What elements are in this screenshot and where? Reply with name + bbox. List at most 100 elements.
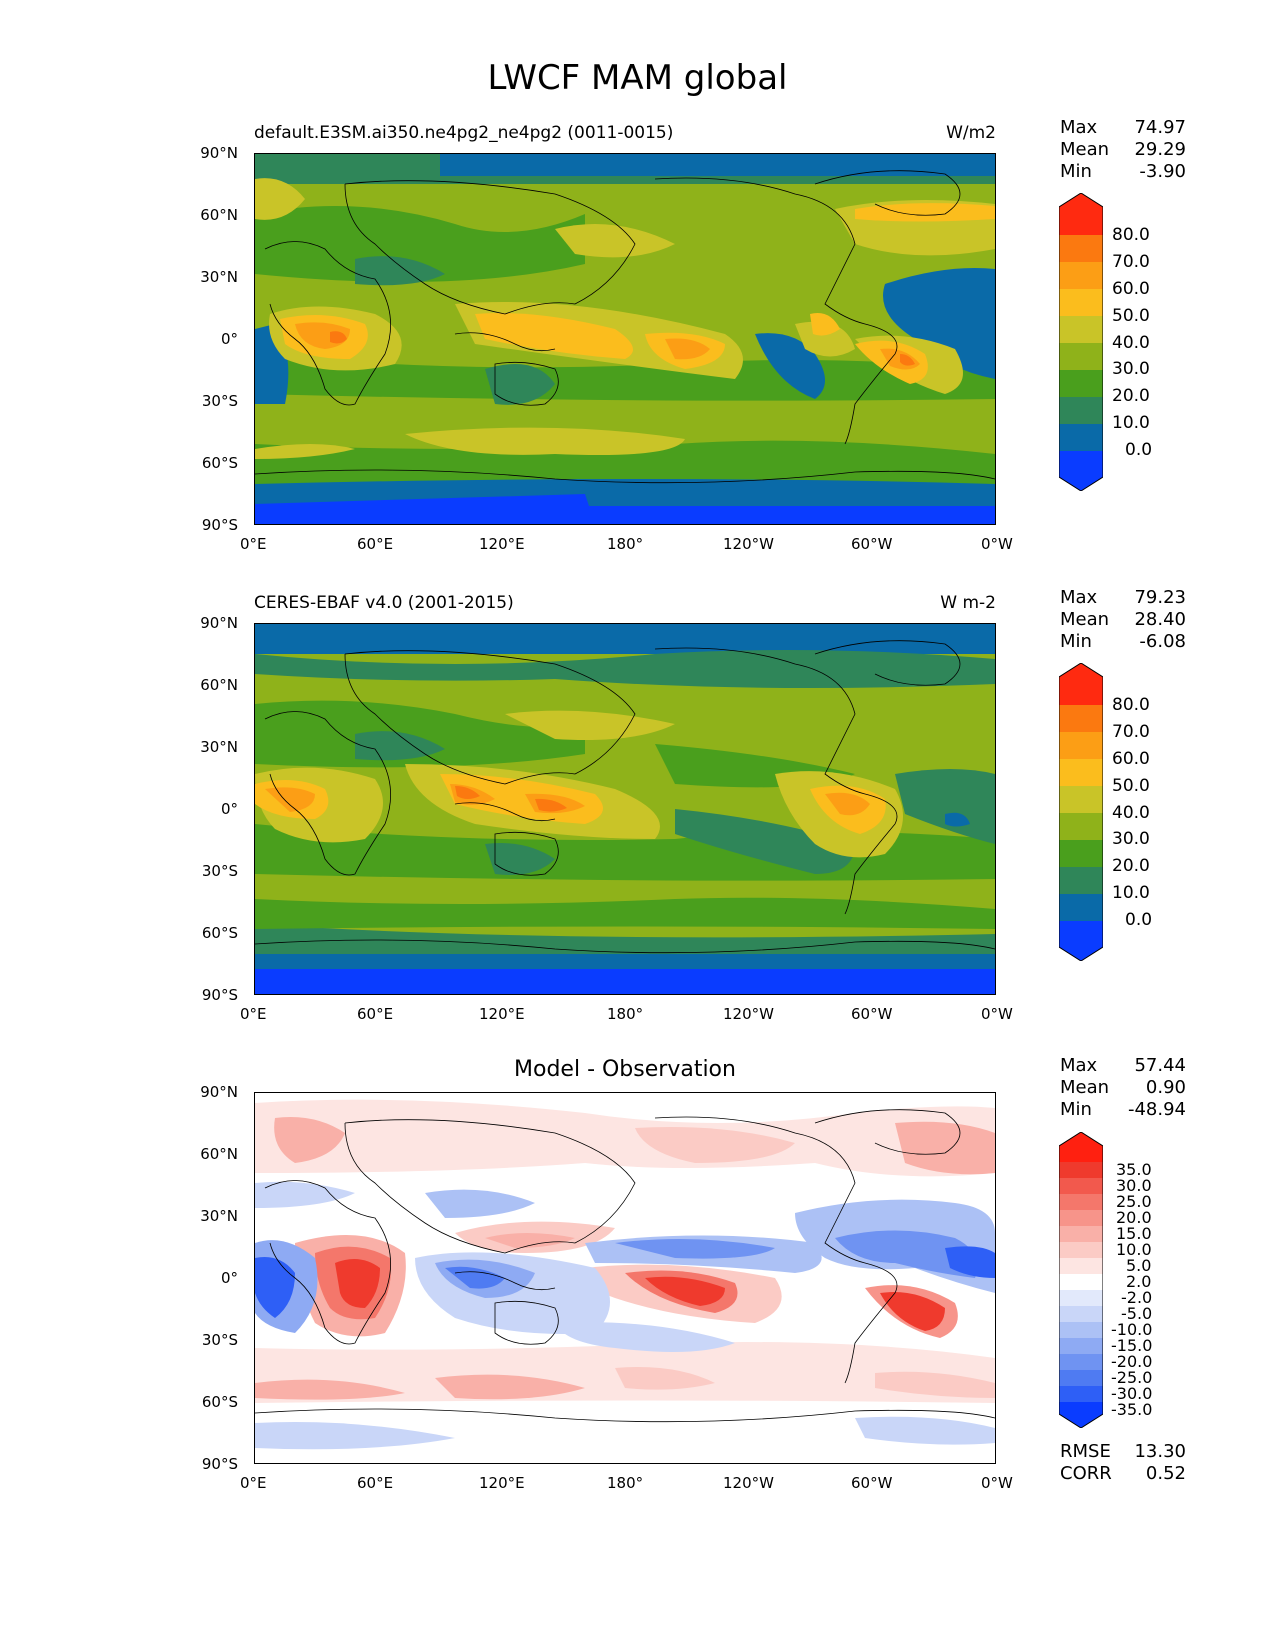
panel-model-stats: Max 74.97 Mean 29.29 Min -3.90 bbox=[1060, 117, 1186, 183]
stat-label: RMSE bbox=[1060, 1441, 1111, 1462]
stat-min: -48.94 bbox=[1127, 1099, 1186, 1120]
panel-obs-colorbar bbox=[1059, 663, 1103, 961]
colorbar-label: 80.0 bbox=[1112, 695, 1150, 715]
colorbar-label: -35.0 bbox=[1111, 1400, 1153, 1419]
x-tick: 60°W bbox=[851, 535, 893, 553]
colorbar-label: 25.0 bbox=[1116, 1192, 1152, 1211]
colorbar-label: 30.0 bbox=[1112, 359, 1150, 379]
colorbar-label: 30.0 bbox=[1112, 829, 1150, 849]
panel-model-subtitle: default.E3SM.ai350.ne4pg2_ne4pg2 (0011-0… bbox=[254, 123, 674, 143]
stat-mean: 28.40 bbox=[1134, 609, 1186, 630]
x-tick: 60°W bbox=[851, 1474, 893, 1492]
colorbar-label: -30.0 bbox=[1111, 1384, 1153, 1403]
y-tick: 0° bbox=[220, 1269, 238, 1287]
stat-label: Mean bbox=[1060, 139, 1110, 160]
colorbar-label: 0.0 bbox=[1125, 440, 1153, 460]
x-tick: 0°W bbox=[981, 535, 1013, 553]
stat-label: Max bbox=[1060, 117, 1098, 138]
panel-obs-contours bbox=[255, 624, 995, 994]
panel-obs-units: W m-2 bbox=[940, 593, 996, 613]
colorbar-label: 30.0 bbox=[1116, 1176, 1152, 1195]
x-tick: 180° bbox=[607, 1005, 644, 1023]
y-tick: 90°S bbox=[201, 516, 238, 534]
colorbar-label: 15.0 bbox=[1116, 1224, 1152, 1243]
stat-label: Max bbox=[1060, 587, 1098, 608]
x-tick: 0°E bbox=[240, 535, 267, 553]
x-tick: 60°W bbox=[851, 1005, 893, 1023]
colorbar-label: 20.0 bbox=[1112, 386, 1150, 406]
panel-diff-stats: Max 57.44 Mean 0.90 Min -48.94 bbox=[1060, 1055, 1186, 1121]
panel-diff-contours bbox=[255, 1093, 995, 1463]
figure-title: LWCF MAM global bbox=[487, 58, 788, 98]
colorbar-label: -15.0 bbox=[1111, 1336, 1153, 1355]
panel-diff-colorbar bbox=[1059, 1132, 1103, 1428]
panel-model-units: W/m2 bbox=[946, 123, 996, 143]
stat-label: CORR bbox=[1060, 1463, 1112, 1484]
panel-diff-subtitle: Model - Observation bbox=[514, 1057, 736, 1082]
stat-max: 79.23 bbox=[1134, 587, 1186, 608]
colorbar-label: 2.0 bbox=[1126, 1272, 1152, 1291]
x-tick: 0°E bbox=[240, 1474, 267, 1492]
y-tick: 30°S bbox=[201, 1331, 238, 1349]
y-tick: 90°S bbox=[201, 1455, 238, 1473]
y-tick: 30°N bbox=[200, 1207, 238, 1225]
stat-min: -3.90 bbox=[1139, 161, 1186, 182]
stat-label: Mean bbox=[1060, 609, 1110, 630]
stat-rmse: 13.30 bbox=[1134, 1441, 1186, 1462]
y-tick: 90°N bbox=[200, 614, 238, 632]
y-tick: 90°S bbox=[201, 986, 238, 1004]
x-tick: 0°W bbox=[981, 1005, 1013, 1023]
y-tick: 60°N bbox=[200, 206, 238, 224]
y-tick: 60°N bbox=[200, 676, 238, 694]
colorbar-label: 35.0 bbox=[1116, 1160, 1152, 1179]
x-tick: 120°W bbox=[723, 1474, 774, 1492]
stat-label: Min bbox=[1060, 1099, 1092, 1120]
stat-max: 57.44 bbox=[1134, 1055, 1186, 1076]
panel-obs-subtitle: CERES-EBAF v4.0 (2001-2015) bbox=[254, 593, 514, 613]
stat-corr: 0.52 bbox=[1145, 1463, 1186, 1484]
colorbar-label: 0.0 bbox=[1125, 910, 1153, 930]
colorbar-label: -5.0 bbox=[1121, 1304, 1153, 1323]
panel-model-map bbox=[254, 153, 996, 525]
colorbar-label: 10.0 bbox=[1112, 413, 1150, 433]
colorbar-label: 40.0 bbox=[1112, 803, 1150, 823]
colorbar-label: 70.0 bbox=[1112, 252, 1150, 272]
panel-obs-stats: Max 79.23 Mean 28.40 Min -6.08 bbox=[1060, 587, 1186, 653]
x-tick: 120°E bbox=[479, 535, 525, 553]
panel-obs-map bbox=[254, 623, 996, 995]
colorbar-label: 50.0 bbox=[1112, 306, 1150, 326]
colorbar-label: 70.0 bbox=[1112, 722, 1150, 742]
x-tick: 120°E bbox=[479, 1005, 525, 1023]
y-tick: 30°S bbox=[201, 862, 238, 880]
stat-label: Mean bbox=[1060, 1077, 1110, 1098]
x-tick: 120°E bbox=[479, 1474, 525, 1492]
colorbar-label: -2.0 bbox=[1121, 1288, 1153, 1307]
x-tick: 60°E bbox=[357, 535, 394, 553]
x-tick: 0°E bbox=[240, 1005, 267, 1023]
y-tick: 0° bbox=[220, 800, 238, 818]
colorbar-label: 10.0 bbox=[1112, 883, 1150, 903]
y-tick: 30°N bbox=[200, 738, 238, 756]
panel-model-contours bbox=[255, 154, 995, 524]
x-tick: 120°W bbox=[723, 535, 774, 553]
y-tick: 30°S bbox=[201, 392, 238, 410]
stat-label: Max bbox=[1060, 1055, 1098, 1076]
colorbar-label: 40.0 bbox=[1112, 333, 1150, 353]
colorbar-label: 50.0 bbox=[1112, 776, 1150, 796]
x-tick: 120°W bbox=[723, 1005, 774, 1023]
colorbar-label: 60.0 bbox=[1112, 749, 1150, 769]
stat-mean: 0.90 bbox=[1145, 1077, 1186, 1098]
x-tick: 60°E bbox=[357, 1474, 394, 1492]
colorbar-label: -10.0 bbox=[1111, 1320, 1153, 1339]
stat-label: Min bbox=[1060, 631, 1092, 652]
colorbar-label: 80.0 bbox=[1112, 225, 1150, 245]
y-tick: 60°S bbox=[201, 1393, 238, 1411]
colorbar-label: 20.0 bbox=[1112, 856, 1150, 876]
y-tick: 60°S bbox=[201, 924, 238, 942]
x-tick: 180° bbox=[607, 1474, 644, 1492]
x-tick: 60°E bbox=[357, 1005, 394, 1023]
colorbar-label: -20.0 bbox=[1111, 1352, 1153, 1371]
panel-model-colorbar bbox=[1059, 193, 1103, 491]
colorbar-label: 60.0 bbox=[1112, 279, 1150, 299]
y-tick: 30°N bbox=[200, 268, 238, 286]
